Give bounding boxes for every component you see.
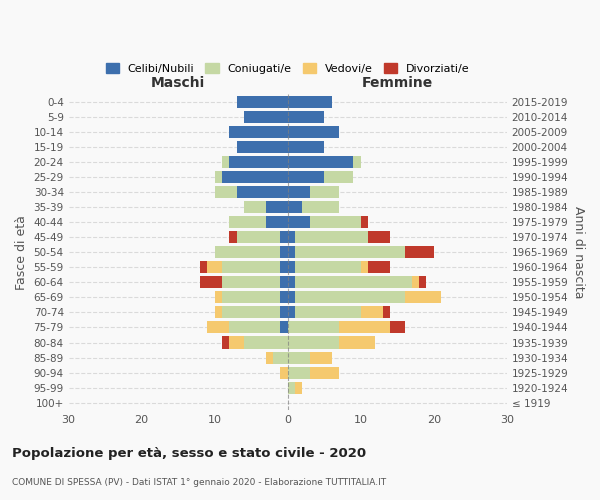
Bar — [287, 111, 324, 123]
Bar — [404, 292, 441, 304]
Bar — [280, 246, 287, 258]
Bar — [280, 322, 287, 334]
Bar — [208, 262, 222, 274]
Bar — [266, 352, 273, 364]
Text: COMUNE DI SPESSA (PV) - Dati ISTAT 1° gennaio 2020 - Elaborazione TUTTITALIA.IT: COMUNE DI SPESSA (PV) - Dati ISTAT 1° ge… — [12, 478, 386, 487]
Bar — [200, 262, 208, 274]
Bar — [236, 96, 287, 108]
Bar — [287, 366, 310, 378]
Bar — [222, 306, 280, 318]
Bar — [229, 216, 266, 228]
Bar — [200, 276, 222, 288]
Bar — [287, 352, 310, 364]
Bar — [280, 292, 287, 304]
Bar — [215, 292, 222, 304]
Bar — [229, 232, 236, 243]
Y-axis label: Fasce di età: Fasce di età — [15, 215, 28, 290]
Bar — [222, 262, 280, 274]
Bar — [310, 216, 361, 228]
Bar — [229, 126, 287, 138]
Bar — [412, 276, 419, 288]
Bar — [404, 246, 434, 258]
Bar — [302, 201, 339, 213]
Text: Popolazione per età, sesso e stato civile - 2020: Popolazione per età, sesso e stato civil… — [12, 448, 366, 460]
Bar — [295, 382, 302, 394]
Bar — [222, 292, 280, 304]
Bar — [287, 232, 295, 243]
Bar — [229, 156, 287, 168]
Bar — [295, 292, 404, 304]
Legend: Celibi/Nubili, Coniugati/e, Vedovi/e, Divorziati/e: Celibi/Nubili, Coniugati/e, Vedovi/e, Di… — [101, 59, 475, 78]
Bar — [287, 186, 310, 198]
Bar — [353, 156, 361, 168]
Bar — [287, 382, 295, 394]
Bar — [419, 276, 427, 288]
Bar — [215, 171, 222, 183]
Bar — [266, 201, 287, 213]
Bar — [339, 336, 376, 348]
Bar — [280, 306, 287, 318]
Bar — [222, 276, 280, 288]
Bar — [287, 96, 331, 108]
Bar — [361, 306, 383, 318]
Bar — [229, 322, 280, 334]
Bar — [287, 246, 295, 258]
Bar — [287, 126, 339, 138]
Bar — [287, 276, 295, 288]
Text: Maschi: Maschi — [151, 76, 205, 90]
Bar — [244, 201, 266, 213]
Bar — [266, 216, 287, 228]
Bar — [324, 171, 353, 183]
Bar — [287, 171, 324, 183]
Bar — [361, 262, 368, 274]
Bar — [280, 262, 287, 274]
Bar — [287, 306, 295, 318]
Bar — [229, 336, 244, 348]
Bar — [215, 246, 280, 258]
Bar — [310, 186, 339, 198]
Bar — [280, 276, 287, 288]
Bar — [310, 352, 331, 364]
Bar — [236, 141, 287, 153]
Bar — [222, 171, 287, 183]
Bar — [287, 336, 339, 348]
Bar — [244, 111, 287, 123]
Bar — [273, 352, 287, 364]
Bar — [339, 322, 390, 334]
Bar — [295, 232, 368, 243]
Bar — [222, 336, 229, 348]
Bar — [287, 262, 295, 274]
Bar — [295, 246, 404, 258]
Bar — [287, 141, 324, 153]
Bar — [287, 322, 339, 334]
Bar — [280, 366, 287, 378]
Bar — [280, 232, 287, 243]
Bar — [215, 306, 222, 318]
Bar — [208, 322, 229, 334]
Bar — [390, 322, 404, 334]
Bar — [287, 292, 295, 304]
Bar — [361, 216, 368, 228]
Bar — [295, 276, 412, 288]
Bar — [287, 216, 310, 228]
Bar — [287, 156, 353, 168]
Bar — [383, 306, 390, 318]
Bar — [295, 306, 361, 318]
Bar — [222, 156, 229, 168]
Bar — [295, 262, 361, 274]
Bar — [244, 336, 287, 348]
Bar — [236, 186, 287, 198]
Y-axis label: Anni di nascita: Anni di nascita — [572, 206, 585, 298]
Bar — [310, 366, 339, 378]
Bar — [287, 201, 302, 213]
Text: Femmine: Femmine — [362, 76, 433, 90]
Bar — [215, 186, 236, 198]
Bar — [368, 262, 390, 274]
Bar — [236, 232, 280, 243]
Bar — [368, 232, 390, 243]
